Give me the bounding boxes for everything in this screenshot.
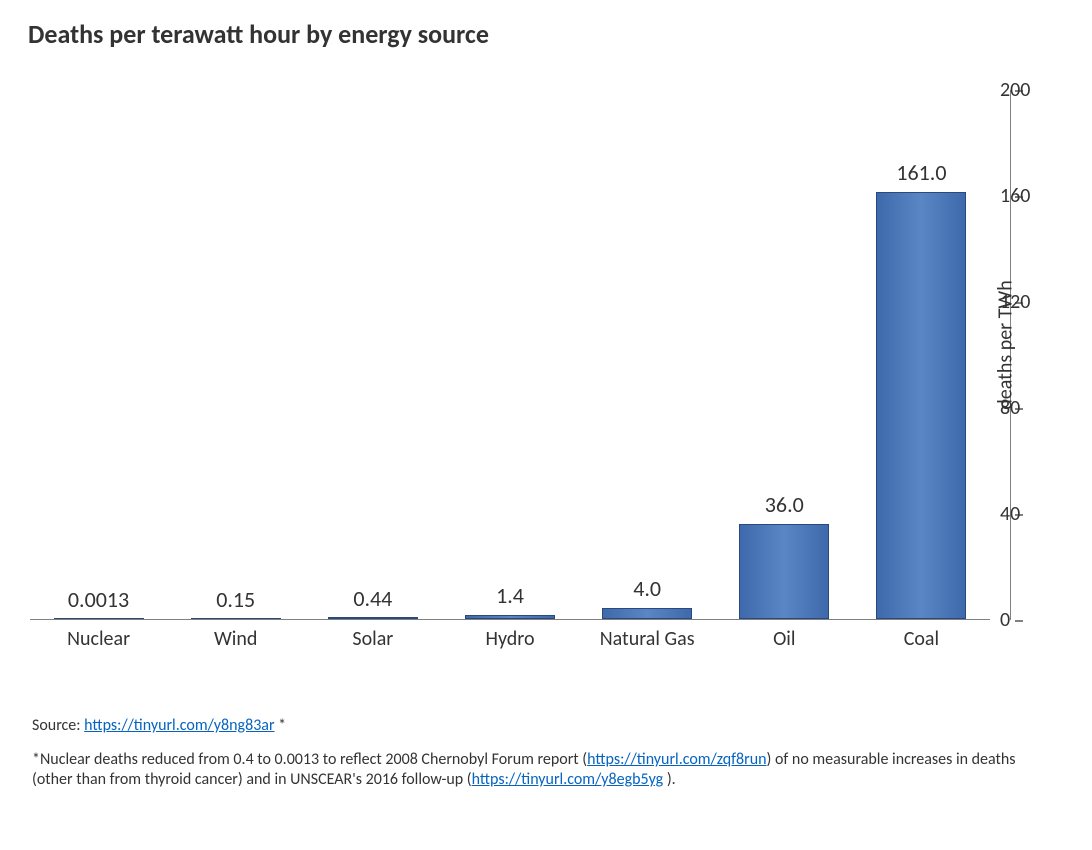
source-suffix: * <box>275 716 287 735</box>
bar-value-label: 0.0013 <box>34 586 164 613</box>
category-label: Wind <box>171 628 301 651</box>
chart-area: deaths per TWh 0.0013Nuclear0.15Wind0.44… <box>30 70 1010 620</box>
plot-region <box>30 90 990 620</box>
category-label: Oil <box>719 628 849 651</box>
bar-value-label: 1.4 <box>445 582 575 609</box>
y-tick-label: 80 <box>1000 396 1050 420</box>
category-label: Coal <box>856 628 986 651</box>
footnotes: Source: https://tinyurl.com/y8ng83ar * *… <box>32 716 1042 804</box>
bar <box>602 608 692 619</box>
chart-title: Deaths per terawatt hour by energy sourc… <box>28 18 489 50</box>
bar <box>876 192 966 619</box>
y-tick-label: 40 <box>1000 502 1050 526</box>
note-link-2[interactable]: https://tinyurl.com/y8egb5yg <box>472 770 664 789</box>
source-line: Source: https://tinyurl.com/y8ng83ar * <box>32 716 1042 736</box>
y-tick-label: 160 <box>1000 184 1050 208</box>
bar <box>739 524 829 619</box>
bar-value-label: 161.0 <box>856 159 986 186</box>
bar <box>465 615 555 619</box>
category-label: Nuclear <box>34 628 164 651</box>
source-link[interactable]: https://tinyurl.com/y8ng83ar <box>84 716 274 735</box>
bar <box>54 618 144 619</box>
bar-value-label: 4.0 <box>582 575 712 602</box>
bar-value-label: 0.44 <box>308 585 438 612</box>
note-part1: *Nuclear deaths reduced from 0.4 to 0.00… <box>32 750 587 769</box>
note-link-1[interactable]: https://tinyurl.com/zqf8run <box>587 750 766 769</box>
note-line: *Nuclear deaths reduced from 0.4 to 0.00… <box>32 750 1042 790</box>
y-tick-label: 120 <box>1000 290 1050 314</box>
y-tick-label: 200 <box>1000 78 1050 102</box>
source-prefix: Source: <box>32 716 84 735</box>
note-part3: ). <box>663 770 676 789</box>
category-label: Solar <box>308 628 438 651</box>
bar <box>328 617 418 619</box>
bar <box>191 618 281 619</box>
category-label: Hydro <box>445 628 575 651</box>
bar-value-label: 0.15 <box>171 586 301 613</box>
category-label: Natural Gas <box>582 628 712 651</box>
y-tick-label: 0 <box>1000 608 1050 632</box>
bar-value-label: 36.0 <box>719 491 849 518</box>
